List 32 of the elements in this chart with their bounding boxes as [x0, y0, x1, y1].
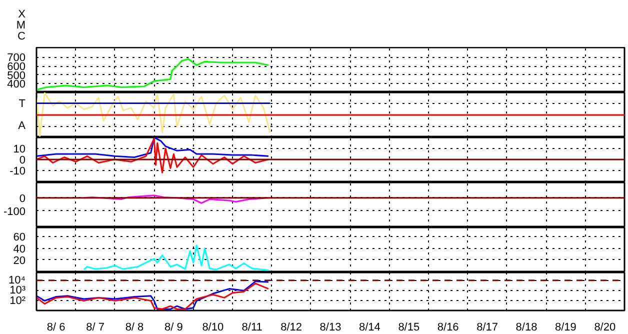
- x-tick-label: 8/10: [202, 322, 224, 334]
- y-tick-label: -100: [3, 206, 26, 218]
- x-tick-label: 8/ 7: [86, 322, 104, 334]
- y-tick-label: 0: [19, 154, 26, 166]
- y-tick-label: 10³: [10, 284, 26, 297]
- y-tick-label: 20: [13, 254, 26, 267]
- x-tick-label: 8/12: [280, 322, 302, 334]
- y-tick-label: -10: [10, 165, 26, 178]
- x-tick-label: 8/14: [358, 322, 380, 334]
- text: M: [16, 20, 26, 32]
- y-tick-label: 10²: [10, 294, 26, 307]
- x-tick-label: 8/11: [242, 322, 262, 334]
- y-tick-label: 400: [7, 78, 26, 91]
- text: A: [18, 120, 26, 132]
- text: C: [18, 30, 26, 43]
- x-tick-label: 8/20: [594, 322, 616, 334]
- y-tick-label: 60: [13, 232, 26, 244]
- text: X: [18, 8, 26, 21]
- text: T: [18, 98, 26, 110]
- x-tick-label: 8/ 9: [164, 322, 183, 334]
- y-tick-label: 40: [13, 243, 26, 256]
- x-tick-label: 8/ 8: [125, 322, 144, 334]
- x-tick-label: 8/ 6: [46, 322, 66, 334]
- y-tick-label: 10⁴: [8, 274, 26, 286]
- y-tick-label: 10: [13, 143, 26, 156]
- x-tick-label: 8/18: [516, 322, 538, 334]
- x-tick-label: 8/16: [437, 322, 459, 334]
- x-tick-label: 8/13: [320, 322, 342, 334]
- x-tick-label: 8/19: [554, 322, 576, 334]
- x-tick-label: 8/15: [398, 322, 420, 334]
- x-tick-label: 8/17: [476, 322, 498, 334]
- y-tick-label: 0: [19, 192, 26, 205]
